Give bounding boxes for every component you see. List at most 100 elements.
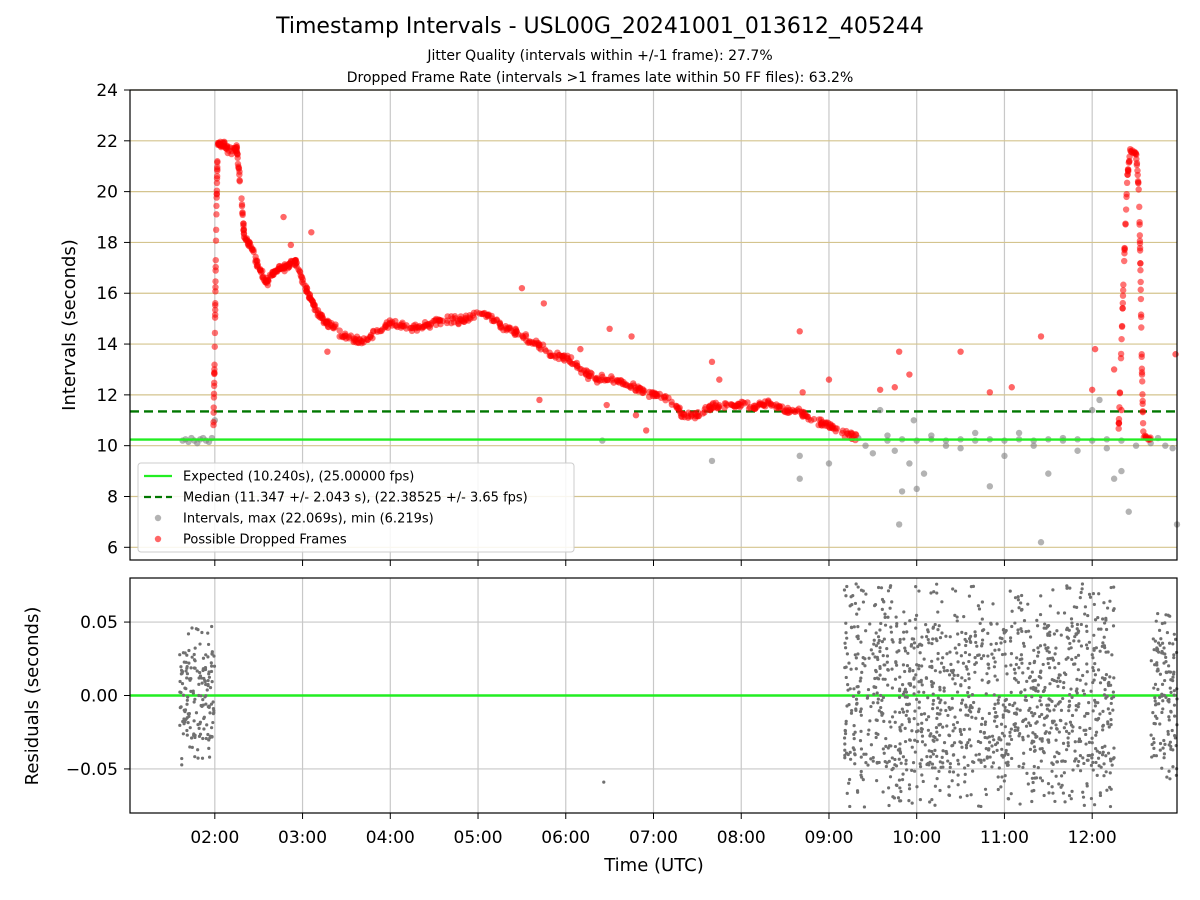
residual-point [845, 584, 849, 589]
residual-point [1172, 653, 1176, 657]
residual-point [977, 707, 981, 711]
residual-point [931, 692, 935, 696]
residual-point [192, 666, 196, 670]
residual-point [1037, 714, 1042, 719]
residual-point [960, 676, 964, 680]
residual-point [1104, 618, 1108, 622]
residual-point [920, 773, 924, 777]
residual-point [888, 606, 892, 610]
x-tick-label: 09:00 [804, 828, 853, 848]
residual-point [935, 754, 939, 758]
residual-point [897, 757, 901, 761]
residual-point [1034, 721, 1038, 725]
residual-point [912, 646, 916, 650]
residual-point [1158, 748, 1162, 752]
dropped-frame-point [300, 280, 307, 287]
residual-point [920, 721, 924, 725]
residual-point [993, 660, 997, 664]
residual-point [908, 667, 912, 671]
residual-point [852, 737, 856, 741]
residual-point [1101, 728, 1105, 732]
legend-entry-label: Median (11.347 +/- 2.043 s), (22.38525 +… [183, 491, 528, 506]
residual-point [851, 594, 855, 598]
residual-point [1096, 668, 1101, 672]
dropped-frame-point [213, 175, 221, 182]
residual-point [1070, 621, 1074, 625]
residual-point [871, 652, 875, 656]
residual-point [1048, 709, 1052, 713]
dropped-frame-point [848, 430, 856, 437]
residual-point [1046, 646, 1050, 650]
dropped-frame-point [382, 321, 389, 329]
dropped-frame-point [804, 413, 811, 421]
dropped-frame-point [551, 352, 559, 359]
residual-point [1052, 632, 1057, 636]
interval-point [708, 457, 716, 465]
residual-point [920, 664, 924, 668]
interval-point [1103, 445, 1111, 452]
residual-point [860, 775, 864, 779]
residual-point [930, 684, 934, 689]
residual-point [940, 755, 944, 759]
residual-point [881, 695, 886, 700]
dropped-frame-point [1136, 240, 1144, 247]
residual-point [931, 698, 936, 703]
residual-point [982, 731, 986, 735]
residual-point [1039, 594, 1043, 598]
residual-point [1169, 690, 1173, 694]
residual-point [1074, 708, 1078, 712]
residual-point [923, 743, 927, 747]
dropped-frame-point [957, 348, 964, 355]
residual-point [885, 660, 889, 664]
dropped-frame-point [409, 324, 416, 332]
residual-point [1008, 730, 1012, 734]
residual-point [938, 670, 942, 674]
residual-point [995, 678, 999, 682]
residual-point [1055, 760, 1059, 764]
residual-point [927, 641, 931, 645]
residual-point [936, 657, 940, 661]
residual-point [986, 654, 990, 658]
residual-point [869, 648, 873, 652]
residual-point [934, 637, 938, 641]
residual-point [1101, 641, 1105, 645]
residual-point [925, 755, 929, 759]
top-y-tick-label: 20 [96, 183, 118, 203]
residual-point [903, 669, 907, 674]
residual-point [947, 793, 951, 797]
residual-point [843, 731, 848, 736]
residual-point [1027, 721, 1031, 725]
residual-point [185, 698, 189, 702]
residual-point [985, 736, 989, 740]
interval-point [884, 432, 891, 439]
residual-point [995, 748, 999, 752]
residual-point [1104, 696, 1108, 700]
dropped-frame-point [1139, 408, 1147, 416]
residual-point [879, 693, 883, 698]
residual-point [1110, 696, 1114, 700]
residual-point [1038, 737, 1042, 741]
residual-point [960, 698, 965, 702]
residual-point [919, 730, 924, 734]
residual-point [930, 766, 935, 770]
residual-point [898, 750, 902, 754]
residual-point [1053, 666, 1057, 670]
dropped-frame-point [731, 402, 738, 410]
dropped-frame-point [212, 256, 219, 264]
residual-point [1090, 736, 1094, 740]
residual-point [973, 662, 977, 667]
dropped-frame-point [1139, 391, 1146, 398]
residual-point [1155, 646, 1159, 650]
residual-point [1053, 652, 1057, 656]
residual-point [211, 700, 215, 704]
residual-point [890, 715, 895, 719]
residual-point [888, 775, 893, 779]
residual-point [974, 716, 978, 720]
residual-point [909, 644, 913, 648]
residual-point [1031, 780, 1035, 785]
residual-point [1062, 771, 1066, 775]
dropped-frame-point [796, 328, 803, 335]
residual-point [859, 729, 863, 733]
bottom-plot-frame [129, 577, 1178, 814]
residual-point [846, 683, 850, 687]
